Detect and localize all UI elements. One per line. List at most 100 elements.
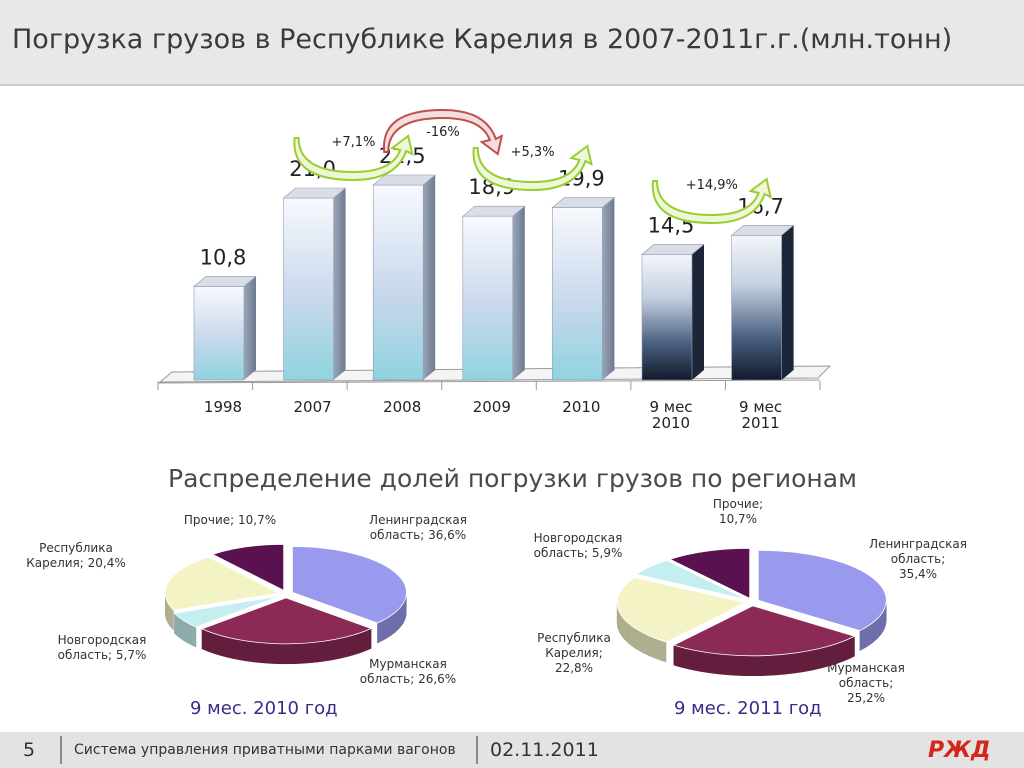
footer-bar: 5 Система управления приватными парками … — [0, 732, 1024, 768]
bar — [193, 286, 245, 381]
bar-side — [244, 276, 256, 380]
increase-arrow — [651, 177, 773, 225]
pie-slice-side-facet — [365, 628, 372, 652]
pie-slice — [291, 546, 407, 624]
x-tick-label: 2009 — [473, 398, 511, 416]
x-tick-label: 2007 — [294, 398, 332, 416]
pie-slice-side-facet — [659, 639, 667, 663]
x-tick-label: 2010 — [562, 398, 600, 416]
x-tick-label: 2011 — [742, 414, 780, 432]
bar-top — [193, 276, 257, 287]
pie-slice-side-facet — [262, 642, 272, 664]
pie-slice-side-facet — [644, 633, 650, 657]
bar-side — [512, 206, 525, 380]
rzd-logo: РЖД — [928, 738, 991, 763]
pie-2011-period: 9 мес. 2011 год — [674, 698, 822, 719]
bar-side — [423, 175, 436, 380]
pie-slice-label: Новгородская — [534, 531, 623, 545]
x-tick-label: 1998 — [204, 398, 242, 416]
page-number: 5 — [22, 739, 36, 761]
pie-slice-side-facet — [247, 640, 256, 663]
pie-slice-side-facet — [801, 650, 810, 673]
pie-slice-label: 35,4% — [899, 567, 937, 581]
header-divider — [0, 84, 1024, 86]
pie-slice-label: Прочие; — [713, 497, 763, 511]
pie-slice-side-facet — [751, 655, 761, 677]
pie-slice-side-facet — [377, 619, 385, 644]
pie-slice-side-facet — [332, 638, 341, 661]
bar — [552, 207, 603, 381]
pie-slice-label: Мурманская — [827, 661, 905, 675]
bar — [731, 234, 782, 381]
pie-slice-side-facet — [718, 653, 728, 676]
pie-slice-label: 10,7% — [719, 512, 757, 526]
pie-slice-side-facet — [171, 607, 174, 631]
x-tick-label: 9 мес — [649, 398, 692, 416]
bar-top — [461, 205, 526, 217]
pie-slice — [616, 577, 747, 643]
bar-top — [641, 244, 705, 255]
page-title: Погрузка грузов в Республике Карелия в 2… — [12, 24, 953, 55]
footer-separator — [476, 736, 478, 764]
pie-slice-side-facet — [843, 638, 850, 662]
pie-slice-side-facet — [816, 647, 825, 670]
pie-slice-label: Ленинградская — [369, 513, 467, 527]
pie-slice — [757, 549, 887, 632]
pie-slice-side-facet — [785, 652, 794, 675]
bar-value-label: 10,8 — [200, 245, 247, 269]
bar-side — [781, 225, 794, 380]
pie-slice-label: Республика — [537, 631, 611, 645]
x-tick-label: 2010 — [652, 414, 690, 432]
pie-slice-side-facet — [270, 643, 280, 665]
bar — [283, 197, 334, 381]
header-bar: Погрузка грузов в Республике Карелия в 2… — [0, 0, 1024, 84]
pie-slice — [173, 595, 281, 628]
pie-slice-label: область; 36,6% — [370, 528, 466, 542]
pie-slice-side-facet — [649, 635, 655, 659]
pie-slice-side-facet — [768, 654, 778, 676]
x-tick-label: 2008 — [383, 398, 421, 416]
pie-slice-side-facet — [687, 648, 696, 671]
pie-slice-side-facet — [673, 644, 681, 668]
pie-slice-side-facet — [219, 634, 227, 658]
pie-slice-side-facet — [622, 617, 626, 642]
pie-slice-side-facet — [255, 641, 264, 664]
bar-top — [282, 187, 347, 199]
pie-slice-side-facet — [353, 632, 360, 656]
pie-slice-side-facet — [302, 642, 311, 664]
pie-slice-side-facet — [654, 637, 661, 661]
pie-slice-label: Новгородская — [58, 633, 147, 647]
pie-slice-label: 22,8% — [555, 661, 593, 675]
pie-slice-label: Мурманская — [369, 657, 447, 671]
footer-date: 02.11.2011 — [490, 739, 599, 761]
pie-slice-side-facet — [734, 655, 744, 676]
pie-slice-side-facet — [226, 636, 234, 659]
pie-slice-label: область; — [839, 676, 893, 690]
pie-slice-side-facet — [702, 651, 711, 674]
pie-slice-side-facet — [620, 614, 624, 639]
pie-slice-side-facet — [848, 635, 855, 660]
pie-slice-label: Карелия; 20,4% — [26, 556, 126, 570]
pie-slice-side-facet — [628, 622, 633, 647]
pie-slice-label: Карелия; — [545, 646, 603, 660]
footer-separator — [60, 736, 62, 764]
pie-2010-period: 9 мес. 2010 год — [190, 698, 338, 719]
bar-chart: 10,8199821,0200722,5200818,9200919,92010… — [157, 108, 832, 432]
pie-slice — [200, 597, 373, 645]
pie-slice-side-facet — [213, 632, 221, 656]
pie-slice-side-facet — [310, 641, 319, 664]
bar-top — [551, 197, 616, 208]
pie-slice-side — [174, 612, 197, 648]
pie-slice-side-facet — [317, 640, 326, 663]
pie-slice-side-facet — [639, 630, 645, 655]
pie: Ленинградскаяобласть;35,4%Мурманскаяобла… — [534, 497, 967, 705]
decrease-arrow — [383, 108, 504, 156]
pie-slice-side-facet — [710, 652, 719, 675]
pie-slice-label: Ленинградская — [869, 537, 967, 551]
pie-section-title: Распределение долей погрузки грузов по р… — [168, 464, 857, 493]
bar-side — [692, 244, 704, 380]
pie-slice-label: область; — [891, 552, 945, 566]
pie-slice — [672, 605, 856, 657]
